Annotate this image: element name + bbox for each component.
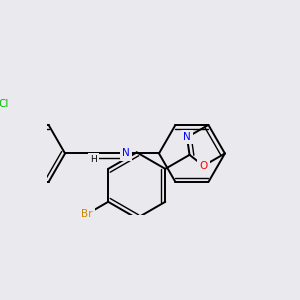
Text: Cl: Cl — [0, 98, 8, 109]
Text: N: N — [183, 132, 191, 142]
Text: N: N — [122, 148, 130, 158]
Text: O: O — [200, 161, 208, 171]
Text: H: H — [90, 155, 96, 164]
Text: Br: Br — [81, 209, 92, 219]
